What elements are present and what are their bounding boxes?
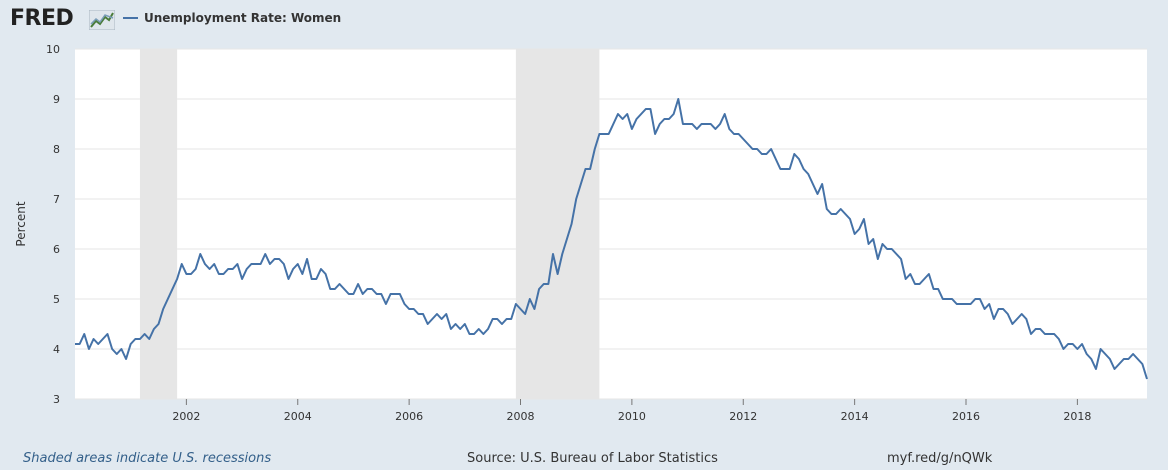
y-tick-label: 7 [53,193,60,206]
x-tick-label: 2006 [395,410,423,423]
series-line [75,98,1148,380]
y-tick-label: 10 [46,43,60,56]
fred-logo-graph-icon [89,10,115,30]
y-tick-label: 6 [53,243,60,256]
gridlines [75,48,1147,400]
recession-band [139,49,178,399]
series-group [75,98,1148,380]
y-tick-label: 9 [53,93,60,106]
x-tick-label: 2004 [284,410,312,423]
x-tick-label: 2012 [729,410,757,423]
recession-band [515,49,600,399]
chart-legend[interactable]: Unemployment Rate: Women [123,11,341,25]
source-text: Source: U.S. Bureau of Labor Statistics [467,451,718,466]
x-axis-ticks: 2002 2004 2006 2008 2010 2012 2014 2016 2018 [172,399,1091,423]
x-tick-label: 2016 [952,410,980,423]
y-axis-ticks: 3 4 5 6 7 8 9 10 [46,43,60,406]
recession-shading [139,49,600,399]
x-tick-label: 2008 [507,410,535,423]
legend-swatch [123,17,138,19]
plot-area [75,49,1147,399]
x-tick-label: 2002 [172,410,200,423]
legend-label: Unemployment Rate: Women [144,11,342,25]
chart-header: FRED Unemployment Rate: Women [0,0,1168,40]
y-tick-label: 5 [53,293,60,306]
recession-note[interactable]: Shaded areas indicate U.S. recessions [23,451,272,466]
x-tick-label: 2010 [618,410,646,423]
y-axis-label: Percent [14,201,28,246]
y-tick-label: 3 [53,393,60,406]
x-tick-label: 2018 [1063,410,1091,423]
short-url[interactable]: myf.red/g/nQWk [887,451,993,466]
fred-logo[interactable]: FRED [10,6,74,31]
y-tick-label: 4 [53,343,60,356]
x-tick-label: 2014 [841,410,869,423]
y-tick-label: 8 [53,143,60,156]
